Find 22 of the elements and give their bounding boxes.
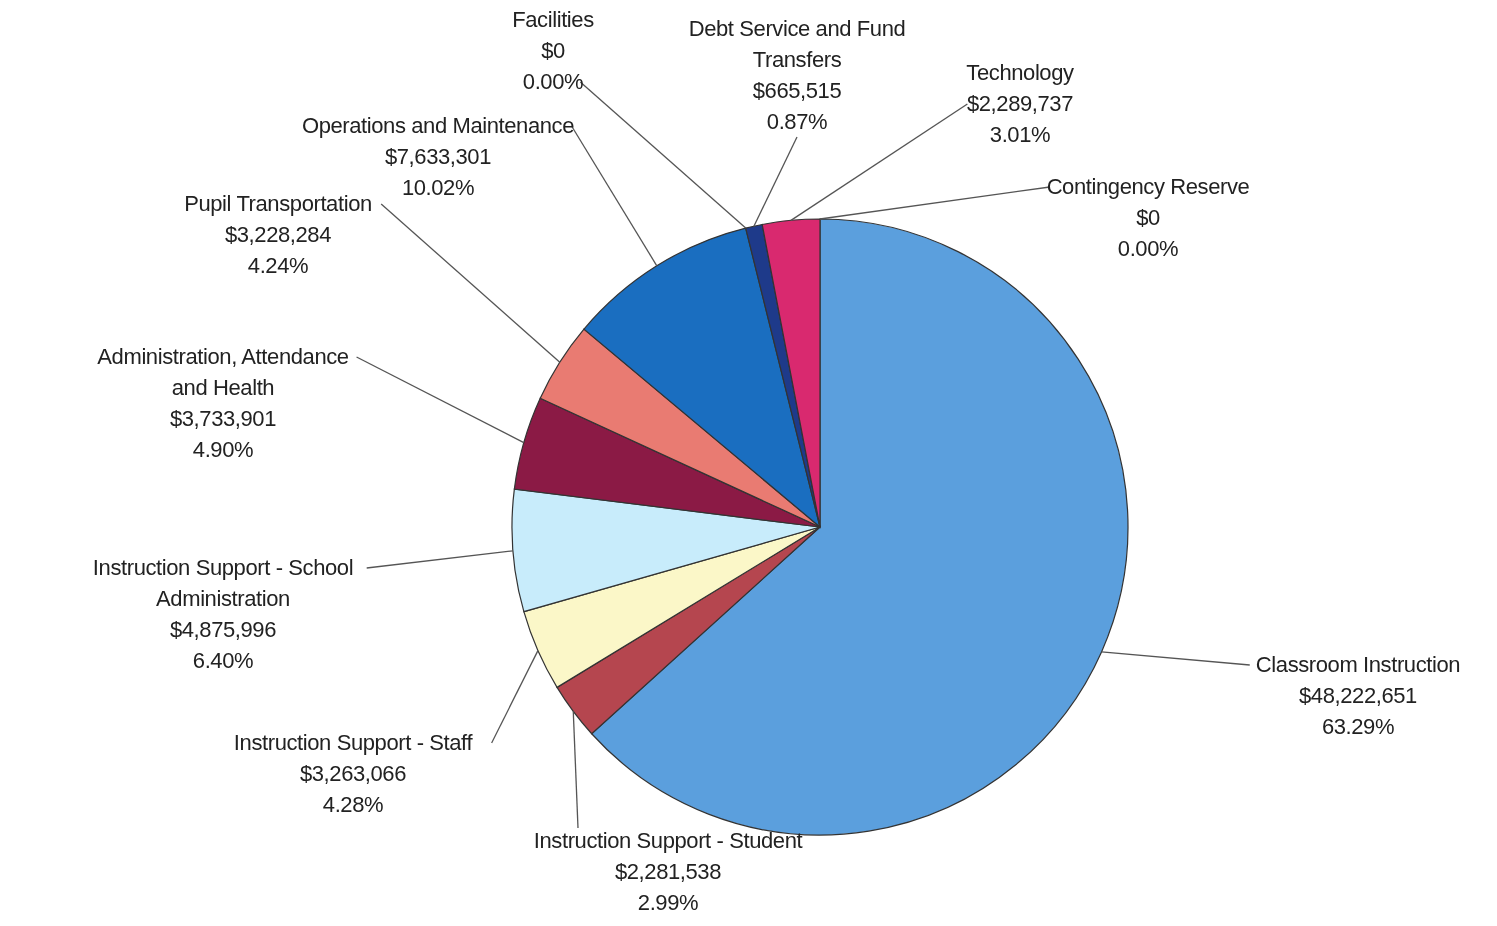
data-label: $48,222,651 63.29% [1299,683,1418,739]
text: $0 0.00% [1117,205,1179,261]
category-label: Contingency Reserve [1046,174,1250,199]
data-label: $665,515 0.87% [752,78,842,134]
category-label: Facilities [512,7,594,32]
data-label: $4,875,996 6.40% [169,617,277,673]
slice-label: Instruction Support - Student [533,828,803,853]
slice-label: Administration, Attendance and Health [97,344,349,400]
data-label: $2,281,538 2.99% [614,859,722,915]
slice-label: Debt Service and Fund Transfers [688,16,906,72]
text: $0 0.00% [522,38,584,94]
data-label: $3,733,901 4.90% [169,406,277,462]
slice-label: Instruction Support - School Administration [92,555,354,611]
data-label: $3,263,066 4.28% [299,761,407,817]
slice-label: Instruction Support - Staff [233,730,474,755]
slice-label: Technology [966,60,1075,85]
data-label: $2,289,737 3.01% [966,91,1074,147]
data-label: $7,633,301 10.02% [384,144,492,200]
slice-label: Pupil Transportation [184,191,372,216]
slice-label: Operations and Maintenance [301,113,575,138]
data-label: $3,228,284 4.24% [224,222,332,278]
slice-label: Classroom Instruction [1255,652,1461,677]
